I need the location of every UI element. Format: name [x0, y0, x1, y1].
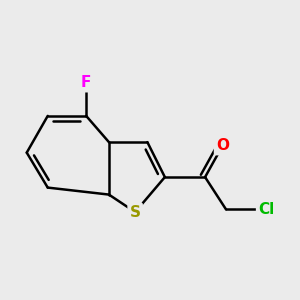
Text: S: S — [130, 205, 141, 220]
Text: Cl: Cl — [258, 202, 274, 217]
Text: O: O — [216, 138, 229, 153]
Text: F: F — [81, 75, 92, 90]
